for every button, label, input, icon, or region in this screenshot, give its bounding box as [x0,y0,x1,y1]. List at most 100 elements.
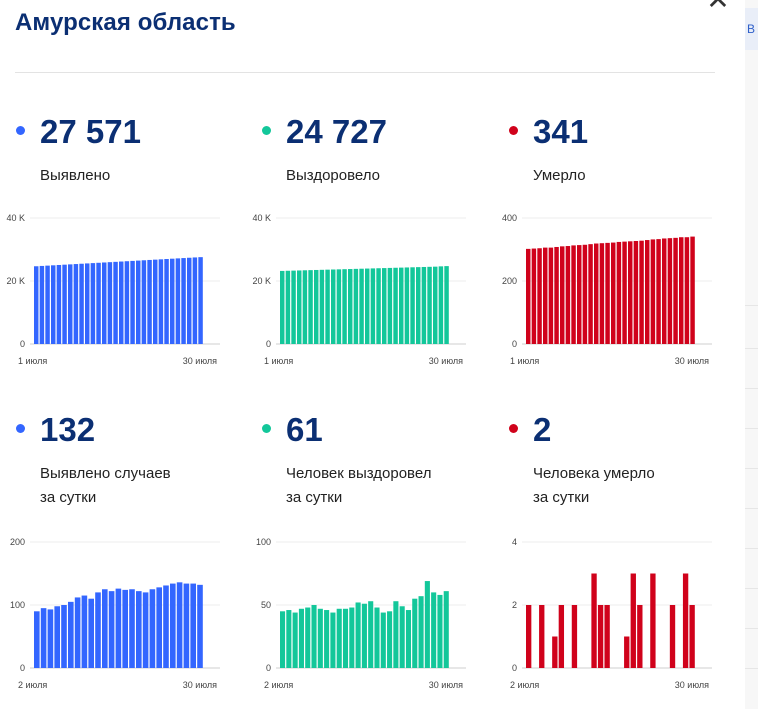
chart-total-detected: 0 20 K 40 K 1 июля 30 июля [0,208,230,373]
bar [45,265,50,344]
bar [108,591,115,668]
chart-daily-detected: 0 100 200 2 июля 30 июля [0,532,230,697]
bar [539,605,545,668]
bar [47,609,54,668]
x-tick-label: 30 июля [675,680,709,690]
chart-svg: 0 20 K 40 K 1 июля 30 июля [6,213,220,366]
stat-value: 61 [286,411,323,448]
y-tick-label: 20 K [252,276,271,286]
y-tick-label: 0 [20,663,25,673]
bar [662,238,667,344]
y-tick-label: 100 [10,600,25,610]
bar [291,270,296,344]
bar [163,585,169,668]
bar [149,589,156,668]
bar [424,581,430,668]
bar [330,612,336,668]
bar [142,592,149,668]
bar [348,269,353,344]
bar [554,246,559,344]
stat-value: 2 [533,411,552,448]
x-tick-label: 30 июля [429,680,463,690]
bar [197,584,203,668]
page-title: Амурская область [15,9,236,36]
x-tick-label: 30 июля [183,680,217,690]
bar [85,263,90,344]
bar [679,237,684,344]
bar [79,263,84,344]
bar [639,240,644,344]
bar [319,269,325,344]
bar [113,261,118,344]
recovered-dot-icon [262,126,271,135]
divider [15,72,715,73]
x-tick-label: 2 июля [510,680,539,690]
bar [393,267,398,344]
bar [591,573,597,668]
bar [147,259,152,344]
bar [387,267,393,344]
bar [387,611,393,668]
bar [119,261,124,344]
bar [164,259,169,344]
bar [673,237,678,344]
bar [361,603,367,668]
bar [437,594,443,668]
bar [690,236,695,344]
y-tick-label: 50 [261,600,271,610]
chart-total-recovered: 0 20 K 40 K 1 июля 30 июля [246,208,476,373]
bar [630,573,636,668]
bar [305,607,311,668]
bar [129,589,135,668]
died-dot-icon [509,424,518,433]
bar [136,260,141,344]
y-tick-label: 0 [512,663,517,673]
stat-label: Человек выздоровел за сутки [286,465,432,506]
bar [88,598,94,668]
chart-svg: 0 2 4 2 июля 30 июля [510,537,712,690]
bar [280,270,285,344]
bar [34,266,39,344]
stat-value: 132 [40,411,96,448]
bar [96,262,101,344]
bar [624,636,630,668]
bar [537,248,542,344]
bar [107,262,113,344]
bar [95,592,101,668]
bar [543,247,548,344]
bar [153,259,158,344]
bar [526,248,531,344]
bar [342,269,347,344]
close-icon[interactable]: ✕ [704,0,732,14]
bar [380,612,386,668]
bar [605,242,610,344]
bar [285,270,291,344]
bar [604,605,610,668]
bar [187,257,192,344]
bar [74,597,81,668]
bar [405,610,412,668]
side-tab[interactable]: В [745,8,758,50]
bar [597,605,604,668]
bar [558,605,565,668]
bar [298,608,304,668]
bar [571,245,576,344]
bar [560,246,565,344]
bar [645,240,650,344]
bar [399,267,404,344]
bar [324,610,330,668]
bar [433,266,438,344]
bar [684,237,690,344]
bar [682,573,689,668]
y-tick-label: 20 K [6,276,25,286]
bar [56,264,62,344]
bar [667,238,673,344]
bar [410,267,415,344]
side-panel-edge [745,0,758,709]
stat-label: Человека умерло за сутки [533,465,655,506]
bar [314,269,319,344]
bar [374,607,380,668]
detected-dot-icon [16,126,25,135]
bar [68,601,74,668]
